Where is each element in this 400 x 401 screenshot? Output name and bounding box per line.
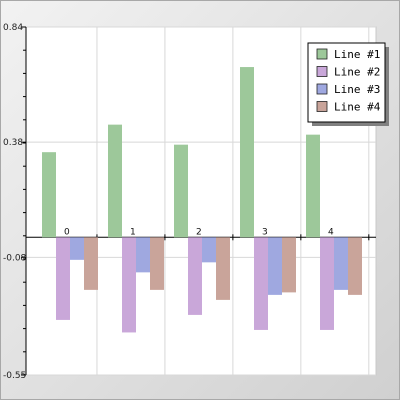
bar-1-3 — [240, 67, 254, 238]
bar-3-0 — [70, 237, 84, 260]
bar-1-1 — [108, 124, 122, 238]
category-label: 4 — [328, 227, 334, 237]
bar-3-3 — [268, 237, 282, 295]
bars — [42, 67, 362, 333]
y-tick-label: 0.84 — [3, 23, 23, 33]
legend-label: Line #2 — [334, 66, 380, 79]
bar-3-4 — [334, 237, 348, 290]
bar-2-1 — [122, 237, 136, 333]
bar-3-1 — [136, 237, 150, 273]
category-label: 1 — [130, 227, 136, 237]
legend-swatch — [316, 48, 328, 60]
category-label: 0 — [64, 227, 70, 237]
bar-4-0 — [84, 237, 98, 290]
legend-label: Line #3 — [334, 83, 380, 96]
bar-2-3 — [254, 237, 268, 330]
bar-2-4 — [320, 237, 334, 330]
bar-4-4 — [348, 237, 362, 295]
category-labels: 0 1 2 3 4 — [64, 227, 334, 237]
y-tick-label: -0.55 — [3, 371, 26, 381]
bar-4-3 — [282, 237, 296, 293]
legend-swatch — [316, 66, 328, 77]
bar-1-2 — [174, 144, 188, 238]
legend: Line #1 Line #2 Line #3 Line #4 — [307, 42, 389, 126]
legend-swatch — [316, 83, 328, 95]
bar-3-2 — [202, 237, 216, 263]
y-tick-label: -0.08 — [3, 253, 27, 263]
legend-label: Line #1 — [334, 48, 380, 61]
bar-1-4 — [306, 134, 320, 238]
legend-swatch — [316, 101, 328, 112]
bar-4-1 — [150, 237, 164, 290]
bar-1-0 — [42, 152, 56, 238]
y-ticks: 0.84 0.38 -0.08 -0.55 — [3, 23, 27, 381]
category-label: 3 — [262, 227, 268, 237]
bar-2-0 — [56, 237, 70, 320]
bar-2-2 — [188, 237, 202, 315]
bar-4-2 — [216, 237, 230, 300]
legend-label: Line #4 — [334, 101, 381, 114]
y-tick-label: 0.38 — [3, 138, 23, 148]
category-label: 2 — [196, 227, 202, 237]
